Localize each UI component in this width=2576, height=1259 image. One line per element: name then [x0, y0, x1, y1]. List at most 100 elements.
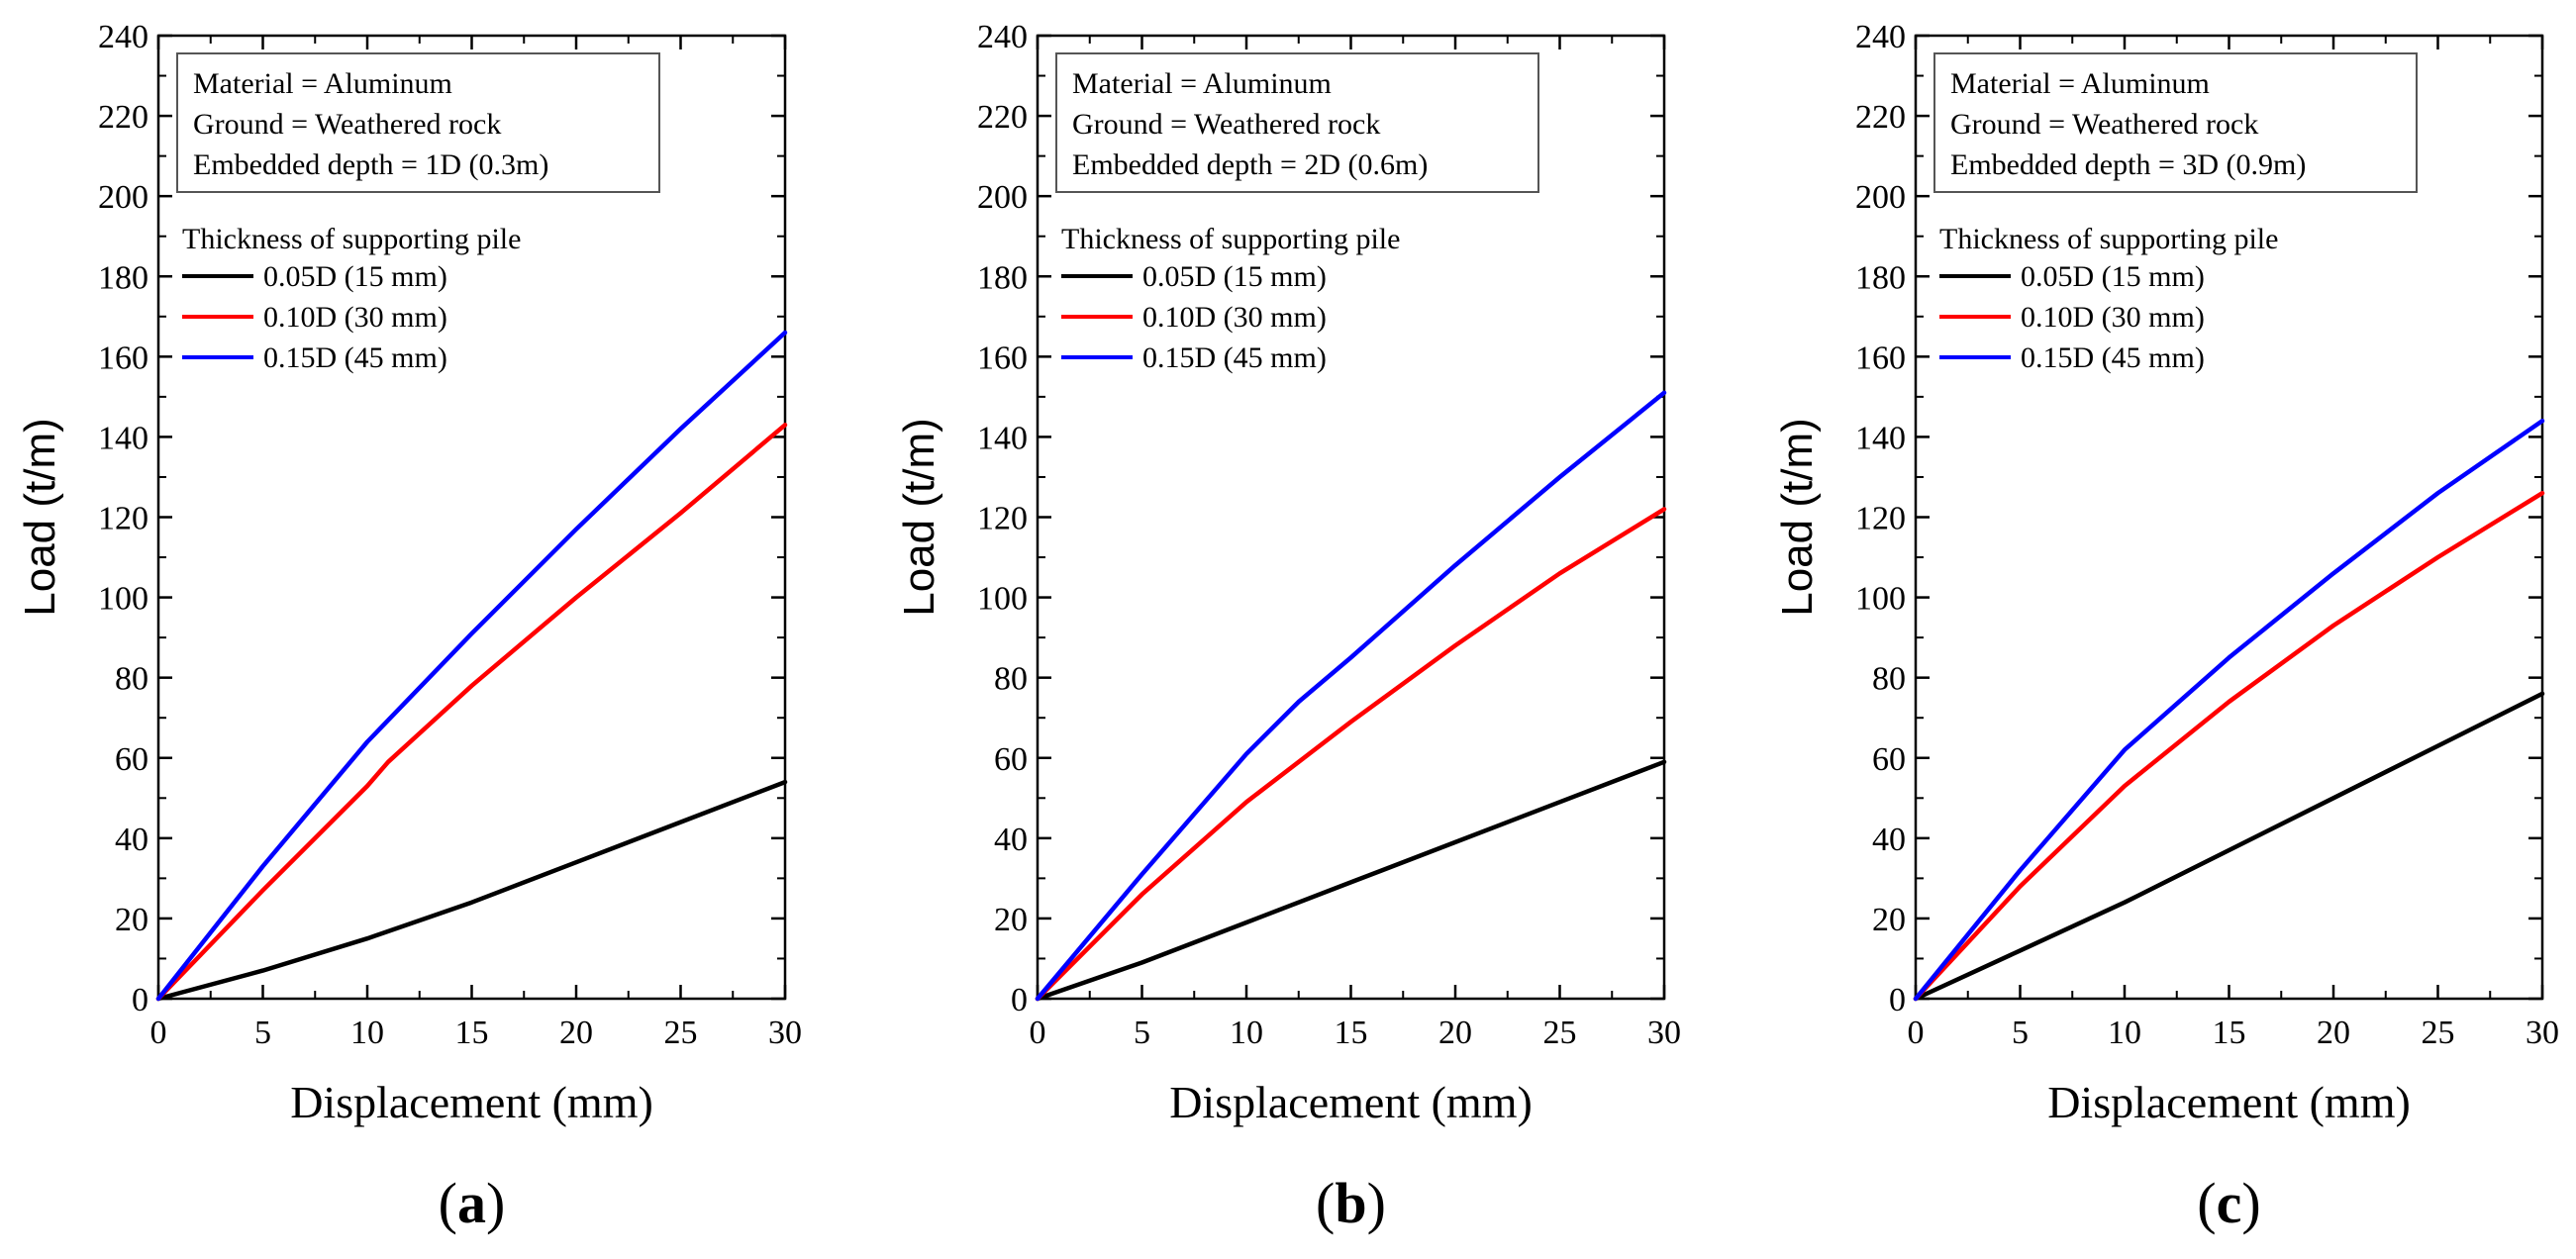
y-axis-label: Load (t/m)	[1773, 418, 1822, 617]
series-line-1	[1035, 759, 1667, 1002]
y-tick-label: 140	[98, 420, 149, 456]
y-tick-label: 140	[977, 420, 1028, 456]
y-tick-label: 100	[977, 581, 1028, 618]
x-tick-label: 5	[2012, 1015, 2029, 1051]
y-tick-label: 160	[977, 339, 1028, 376]
y-axis-label: Load (t/m)	[16, 418, 64, 617]
x-tick-label: 20	[559, 1015, 593, 1051]
legend-title: Thickness of supporting pile	[1061, 223, 1400, 255]
y-tick-label: 120	[977, 501, 1028, 537]
y-tick-label: 180	[977, 259, 1028, 296]
info-box-line: Embedded depth = 2D (0.6m)	[1072, 148, 1428, 181]
x-tick-label: 5	[1134, 1015, 1150, 1051]
legend-entry: 0.05D (15 mm)	[263, 260, 447, 293]
series-line-2	[155, 423, 788, 1002]
y-tick-label: 60	[994, 741, 1028, 778]
info-box-line: Material = Aluminum	[193, 67, 452, 100]
x-tick-label: 0	[1908, 1015, 1925, 1051]
panel-label: (c)	[2197, 1171, 2260, 1235]
x-tick-label: 0	[150, 1015, 167, 1051]
legend-entry: 0.10D (30 mm)	[263, 301, 447, 334]
series-line-3	[1035, 390, 1667, 1002]
y-tick-label: 80	[1872, 661, 1906, 698]
legend-title: Thickness of supporting pile	[1939, 223, 2278, 255]
x-tick-label: 15	[1335, 1015, 1368, 1051]
x-tick-label: 20	[1438, 1015, 1472, 1051]
y-tick-label: 80	[994, 661, 1028, 698]
x-tick-label: 25	[1543, 1015, 1577, 1051]
series-line-1	[1913, 691, 2545, 1002]
legend-entry: 0.05D (15 mm)	[1142, 260, 1327, 293]
x-axis-label: Displacement (mm)	[2047, 1077, 2411, 1127]
y-tick-label: 60	[115, 741, 149, 778]
y-tick-label: 180	[1855, 259, 1906, 296]
chart-panel-a: 0 20 40 60 80 100 120 140 160 180 200 220 240 0 5 10 15 2…	[16, 19, 802, 1235]
info-box-line: Ground = Weathered rock	[1072, 108, 1380, 141]
legend-entry: 0.15D (45 mm)	[2021, 341, 2205, 374]
x-axis-label: Displacement (mm)	[290, 1077, 653, 1127]
y-tick-label: 40	[1872, 822, 1906, 858]
y-tick-label: 240	[98, 19, 149, 55]
info-box	[1933, 52, 2418, 193]
chart-panel-b: 0 20 40 60 80 100 120 140 160 180 200 220 240 0 5 10 15 2…	[895, 19, 1681, 1235]
chart-panel-c: 0 20 40 60 80 100 120 140 160 180 200 220 240 0 5 10 15 2…	[1773, 19, 2559, 1235]
info-box-line: Ground = Weathered rock	[193, 108, 501, 141]
info-box-line: Material = Aluminum	[1950, 67, 2210, 100]
x-tick-label: 10	[350, 1015, 384, 1051]
y-tick-label: 200	[977, 179, 1028, 216]
y-tick-label: 20	[1872, 902, 1906, 938]
info-box	[1055, 52, 1539, 193]
legend-entry: 0.10D (30 mm)	[1142, 301, 1327, 334]
x-tick-label: 15	[2213, 1015, 2246, 1051]
legend-entry: 0.15D (45 mm)	[1142, 341, 1327, 374]
y-tick-label: 160	[98, 339, 149, 376]
x-tick-label: 25	[664, 1015, 698, 1051]
legend-entry: 0.05D (15 mm)	[2021, 260, 2205, 293]
y-tick-label: 160	[1855, 339, 1906, 376]
x-tick-label: 30	[1647, 1015, 1681, 1051]
y-tick-label: 80	[115, 661, 149, 698]
x-tick-label: 15	[455, 1015, 489, 1051]
panel-label: (a)	[439, 1171, 506, 1235]
y-tick-label: 60	[1872, 741, 1906, 778]
series-line-1	[155, 779, 788, 1002]
legend-entry: 0.15D (45 mm)	[263, 341, 447, 374]
legend-title: Thickness of supporting pile	[182, 223, 521, 255]
y-tick-label: 220	[1855, 99, 1906, 136]
y-tick-label: 180	[98, 259, 149, 296]
y-tick-label: 240	[1855, 19, 1906, 55]
info-box-line: Embedded depth = 3D (0.9m)	[1950, 148, 2306, 181]
x-tick-label: 25	[2422, 1015, 2455, 1051]
y-axis-label: Load (t/m)	[895, 418, 943, 617]
x-tick-label: 30	[768, 1015, 802, 1051]
info-box-line: Material = Aluminum	[1072, 67, 1332, 100]
y-tick-label: 0	[132, 982, 149, 1018]
y-tick-label: 200	[98, 179, 149, 216]
y-tick-label: 220	[98, 99, 149, 136]
y-tick-label: 240	[977, 19, 1028, 55]
series-line-3	[1913, 418, 2545, 1002]
y-tick-label: 0	[1889, 982, 1906, 1018]
x-tick-label: 10	[2108, 1015, 2141, 1051]
legend-entry: 0.10D (30 mm)	[2021, 301, 2205, 334]
y-tick-label: 220	[977, 99, 1028, 136]
x-tick-label: 20	[2317, 1015, 2350, 1051]
info-box-line: Embedded depth = 1D (0.3m)	[193, 148, 548, 181]
y-tick-label: 120	[1855, 501, 1906, 537]
info-box	[176, 52, 660, 193]
series-line-2	[1913, 490, 2545, 1002]
y-tick-label: 20	[994, 902, 1028, 938]
x-tick-label: 0	[1030, 1015, 1046, 1051]
y-tick-label: 40	[115, 822, 149, 858]
x-tick-label: 30	[2526, 1015, 2559, 1051]
y-tick-label: 100	[98, 581, 149, 618]
series-line-3	[155, 330, 788, 1002]
panel-label: (b)	[1316, 1171, 1386, 1235]
x-tick-label: 5	[254, 1015, 271, 1051]
y-tick-label: 140	[1855, 420, 1906, 456]
x-tick-label: 10	[1230, 1015, 1263, 1051]
y-tick-label: 200	[1855, 179, 1906, 216]
y-tick-label: 0	[1011, 982, 1028, 1018]
x-axis-label: Displacement (mm)	[1169, 1077, 1533, 1127]
